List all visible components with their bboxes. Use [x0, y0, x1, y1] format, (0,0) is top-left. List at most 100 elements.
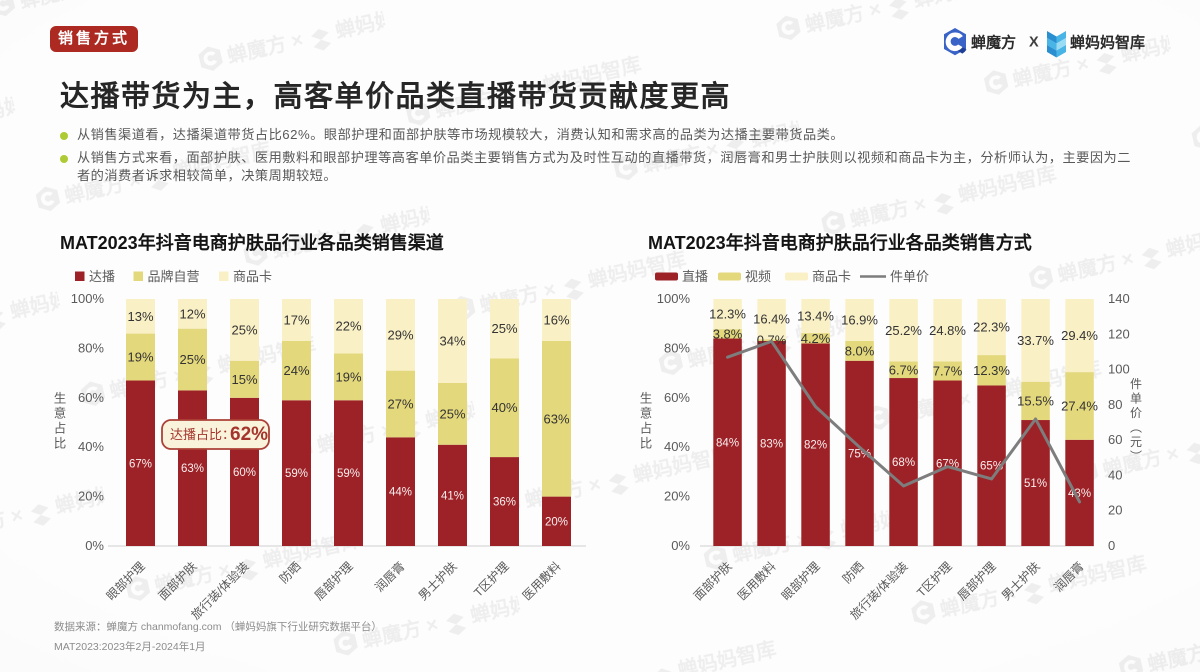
svg-text:44%: 44%	[389, 487, 412, 499]
svg-text:100%: 100%	[71, 291, 105, 306]
svg-text:0: 0	[1108, 538, 1115, 553]
svg-text:T区护理: T区护理	[914, 559, 955, 600]
svg-text:83%: 83%	[760, 439, 783, 451]
svg-text:面部护肤: 面部护肤	[155, 559, 200, 604]
svg-text:达播: 达播	[89, 269, 115, 284]
svg-text:12.3%: 12.3%	[709, 307, 746, 322]
svg-text:X: X	[1029, 35, 1039, 51]
svg-text:8.0%: 8.0%	[845, 343, 875, 358]
svg-text:︵: ︵	[1130, 420, 1142, 434]
svg-text:15.5%: 15.5%	[1017, 393, 1054, 408]
svg-text:润唇膏: 润唇膏	[372, 559, 408, 595]
svg-text:医用敷料: 医用敷料	[519, 559, 564, 604]
svg-text:蝉魔方: 蝉魔方	[971, 34, 1016, 52]
svg-text:40%: 40%	[78, 439, 104, 454]
svg-text:价: 价	[1130, 406, 1142, 420]
svg-text:件单价: 件单价	[890, 269, 929, 284]
svg-text:13%: 13%	[127, 309, 153, 324]
svg-text:T区护理: T区护理	[471, 559, 512, 600]
svg-text:80: 80	[1108, 397, 1122, 412]
svg-text:达播占比：: 达播占比：	[170, 427, 235, 442]
svg-text:25%: 25%	[179, 352, 205, 367]
svg-text:男士护肤: 男士护肤	[415, 559, 460, 604]
svg-text:意: 意	[54, 406, 67, 421]
svg-text:60%: 60%	[78, 390, 104, 405]
svg-text:80%: 80%	[664, 340, 690, 355]
svg-text:元: 元	[1130, 435, 1142, 449]
svg-text:24.8%: 24.8%	[929, 323, 966, 338]
svg-text:17%: 17%	[283, 313, 309, 328]
svg-text:100%: 100%	[657, 291, 691, 306]
svg-text:防晒: 防晒	[276, 559, 304, 587]
svg-text:16%: 16%	[543, 313, 569, 328]
svg-text:80%: 80%	[78, 340, 104, 355]
svg-text:眼部护理: 眼部护理	[103, 559, 148, 604]
svg-text:比: 比	[640, 437, 653, 451]
svg-text:生: 生	[640, 392, 653, 406]
svg-text:面部护肤: 面部护肤	[690, 559, 735, 604]
svg-text:25%: 25%	[439, 406, 465, 421]
svg-text:25.2%: 25.2%	[885, 323, 922, 338]
svg-text:120: 120	[1108, 326, 1130, 341]
svg-text:67%: 67%	[129, 458, 152, 470]
svg-text:生: 生	[54, 392, 67, 406]
svg-text:82%: 82%	[804, 440, 827, 452]
svg-text:意: 意	[640, 406, 653, 421]
svg-text:单: 单	[1130, 391, 1142, 405]
svg-text:占: 占	[640, 421, 653, 436]
svg-text:100: 100	[1108, 362, 1130, 377]
svg-text:60%: 60%	[664, 390, 690, 405]
svg-text:12.3%: 12.3%	[973, 363, 1010, 378]
svg-text:商品卡: 商品卡	[233, 269, 272, 284]
svg-text:19%: 19%	[335, 369, 361, 384]
svg-text:22%: 22%	[335, 319, 361, 334]
svg-text:︶: ︶	[1130, 449, 1142, 463]
svg-text:润唇膏: 润唇膏	[1051, 559, 1087, 595]
svg-text:蝉妈妈智库: 蝉妈妈智库	[1070, 34, 1145, 52]
svg-text:27%: 27%	[387, 396, 413, 411]
svg-text:27.4%: 27.4%	[1061, 398, 1098, 413]
svg-text:63%: 63%	[181, 463, 204, 475]
svg-text:60: 60	[1108, 432, 1122, 447]
svg-text:12%: 12%	[179, 306, 205, 321]
svg-text:男士护肤: 男士护肤	[998, 559, 1043, 604]
svg-text:眼部护理: 眼部护理	[778, 559, 823, 604]
svg-text:20: 20	[1108, 503, 1122, 518]
svg-text:29%: 29%	[387, 327, 413, 342]
svg-text:40%: 40%	[664, 439, 690, 454]
svg-text:24%: 24%	[283, 363, 309, 378]
svg-text:41%: 41%	[441, 490, 464, 502]
svg-text:0%: 0%	[85, 538, 104, 553]
svg-text:25%: 25%	[491, 321, 517, 336]
svg-text:占: 占	[54, 421, 67, 436]
svg-text:84%: 84%	[716, 437, 739, 449]
svg-text:20%: 20%	[545, 516, 568, 528]
svg-text:140: 140	[1108, 291, 1130, 306]
svg-text:唇部护理: 唇部护理	[954, 559, 999, 604]
svg-text:60%: 60%	[233, 467, 256, 479]
svg-text:15%: 15%	[231, 372, 257, 387]
svg-text:医用敷料: 医用敷料	[734, 559, 779, 604]
svg-text:40: 40	[1108, 467, 1122, 482]
svg-text:59%: 59%	[285, 468, 308, 480]
svg-text:68%: 68%	[892, 457, 915, 469]
svg-text:59%: 59%	[337, 468, 360, 480]
svg-text:25%: 25%	[231, 322, 257, 337]
svg-text:34%: 34%	[439, 333, 465, 348]
svg-text:19%: 19%	[127, 350, 153, 365]
svg-text:视频: 视频	[745, 269, 771, 284]
svg-text:22.3%: 22.3%	[973, 320, 1010, 335]
svg-text:33.7%: 33.7%	[1017, 333, 1054, 348]
svg-text:品牌自营: 品牌自营	[148, 269, 200, 284]
svg-text:16.9%: 16.9%	[841, 313, 878, 328]
svg-text:6.7%: 6.7%	[889, 362, 919, 377]
svg-text:13.4%: 13.4%	[797, 309, 834, 324]
svg-text:商品卡: 商品卡	[812, 269, 851, 284]
svg-text:7.7%: 7.7%	[933, 364, 963, 379]
svg-text:29.4%: 29.4%	[1061, 328, 1098, 343]
svg-text:直播: 直播	[682, 269, 708, 284]
svg-text:62%: 62%	[230, 424, 268, 445]
svg-text:0%: 0%	[671, 538, 690, 553]
svg-text:件: 件	[1130, 377, 1142, 391]
svg-text:51%: 51%	[1024, 478, 1047, 490]
